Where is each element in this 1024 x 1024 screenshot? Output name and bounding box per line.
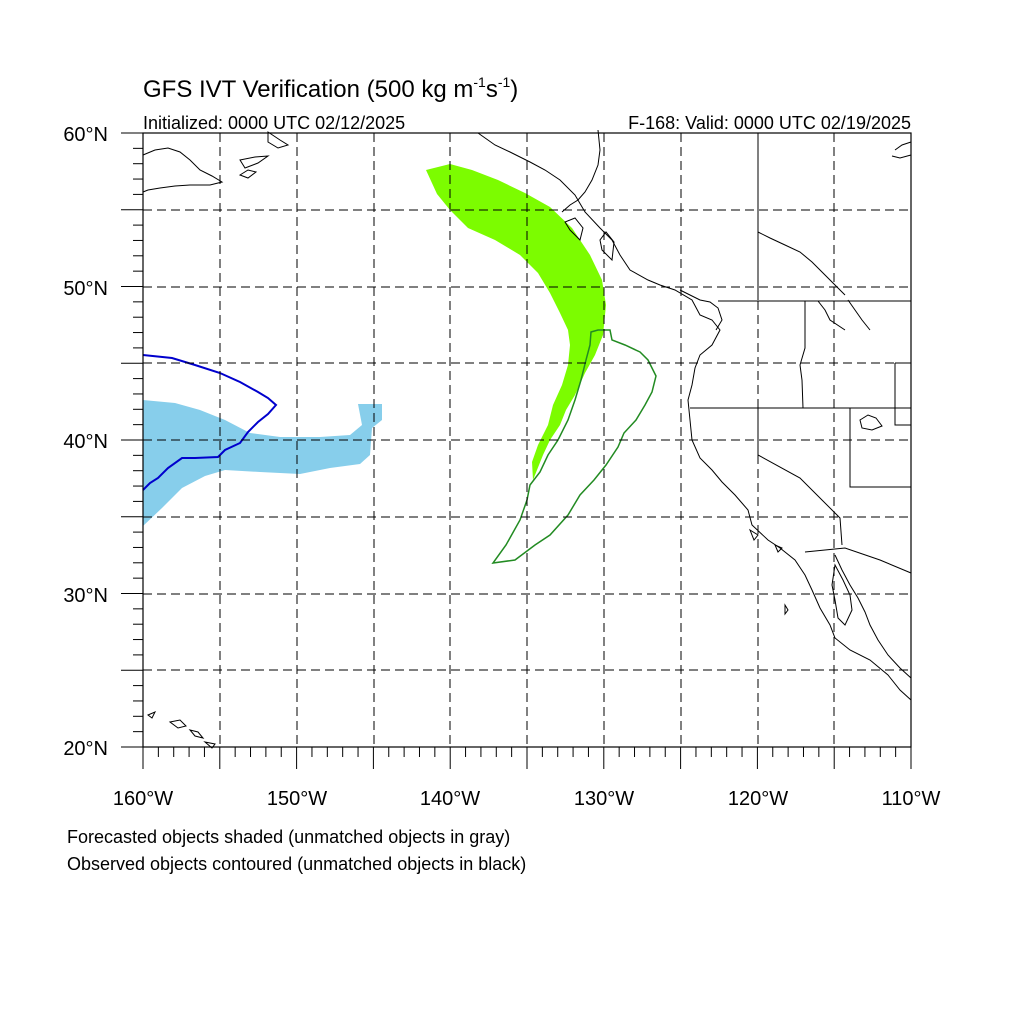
lon-label-110w: 110°W bbox=[882, 788, 941, 810]
figure-title: GFS IVT Verification (500 kg m-1s-1) bbox=[143, 74, 518, 103]
lon-label-160w: 160°W bbox=[113, 788, 173, 810]
valid-time-label: F-168: Valid: 0000 UTC 02/19/2025 bbox=[628, 113, 911, 133]
forecast-object-green bbox=[426, 164, 606, 480]
lon-label-120w: 120°W bbox=[728, 788, 788, 810]
lat-label-50n: 50°N bbox=[63, 278, 108, 300]
observed-object-blue bbox=[142, 354, 278, 491]
lat-label-60n: 60°N bbox=[63, 124, 108, 146]
note-forecast: Forecasted objects shaded (unmatched obj… bbox=[67, 827, 510, 847]
coastlines bbox=[142, 129, 912, 749]
lon-label-130w: 130°W bbox=[574, 788, 634, 810]
lat-label-20n: 20°N bbox=[63, 738, 108, 760]
graticule bbox=[143, 132, 911, 747]
note-observed: Observed objects contoured (unmatched ob… bbox=[67, 854, 526, 874]
init-time-label: Initialized: 0000 UTC 02/12/2025 bbox=[143, 113, 405, 133]
forecast-object-blue bbox=[143, 400, 382, 526]
political-borders bbox=[690, 133, 912, 574]
axis-ticks bbox=[121, 132, 912, 769]
observed-object-green bbox=[491, 329, 657, 564]
map-frame bbox=[142, 132, 912, 748]
lat-label-30n: 30°N bbox=[63, 585, 108, 607]
lat-label-40n: 40°N bbox=[63, 431, 108, 453]
lon-label-150w: 150°W bbox=[267, 788, 327, 810]
lon-label-140w: 140°W bbox=[420, 788, 480, 810]
